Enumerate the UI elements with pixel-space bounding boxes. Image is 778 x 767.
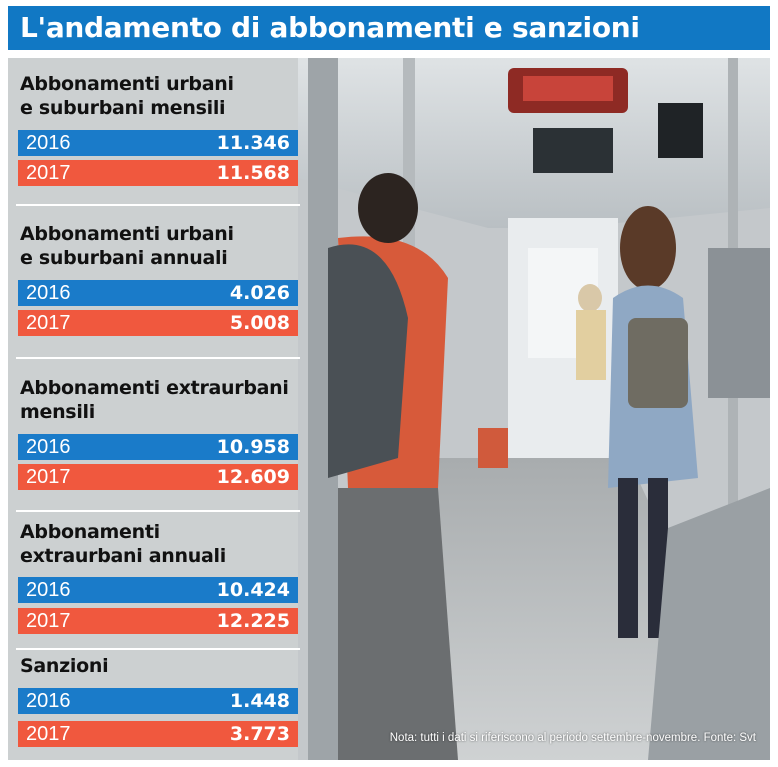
year-label: 2017	[26, 312, 71, 334]
row-2017: 2017 11.568	[18, 160, 298, 186]
source-note: Nota: tutti i dati si riferiscono al per…	[389, 732, 756, 744]
year-label: 2017	[26, 162, 71, 184]
value-label: 12.609	[216, 466, 290, 488]
row-2017: 2017 5.008	[18, 310, 298, 336]
divider	[16, 510, 300, 512]
group-title: Abbonamenti	[20, 521, 160, 543]
value-label: 4.026	[229, 282, 290, 304]
data-panel: Abbonamenti urbani e suburbani mensili 2…	[8, 58, 300, 760]
year-label: 2016	[26, 132, 71, 154]
value-label: 5.008	[229, 312, 290, 334]
group-title: e suburbani annuali	[20, 247, 228, 269]
year-label: 2016	[26, 690, 71, 712]
year-label: 2016	[26, 436, 71, 458]
value-label: 11.346	[216, 132, 290, 154]
page-title: L'andamento di abbonamenti e sanzioni	[8, 6, 770, 50]
value-label: 12.225	[216, 610, 290, 632]
group-title: Sanzioni	[20, 655, 109, 677]
row-2016: 2016 10.424	[18, 577, 298, 603]
row-2017: 2017 3.773	[18, 721, 298, 747]
group-title: Abbonamenti extraurbani	[20, 377, 289, 399]
row-2017: 2017 12.225	[18, 608, 298, 634]
divider	[16, 204, 300, 206]
year-label: 2016	[26, 579, 71, 601]
year-label: 2017	[26, 723, 71, 745]
value-label: 3.773	[229, 723, 290, 745]
value-label: 10.958	[216, 436, 290, 458]
year-label: 2017	[26, 466, 71, 488]
group-title: mensili	[20, 401, 95, 423]
year-label: 2017	[26, 610, 71, 632]
value-label: 1.448	[229, 690, 290, 712]
row-2017: 2017 12.609	[18, 464, 298, 490]
row-2016: 2016 11.346	[18, 130, 298, 156]
row-2016: 2016 4.026	[18, 280, 298, 306]
value-label: 11.568	[216, 162, 290, 184]
year-label: 2016	[26, 282, 71, 304]
group-title: Abbonamenti urbani	[20, 223, 234, 245]
group-title: extraurbani annuali	[20, 545, 226, 567]
row-2016: 2016 10.958	[18, 434, 298, 460]
group-title: e suburbani mensili	[20, 97, 226, 119]
row-2016: 2016 1.448	[18, 688, 298, 714]
divider	[16, 357, 300, 359]
value-label: 10.424	[216, 579, 290, 601]
group-title: Abbonamenti urbani	[20, 73, 234, 95]
divider	[16, 648, 300, 650]
